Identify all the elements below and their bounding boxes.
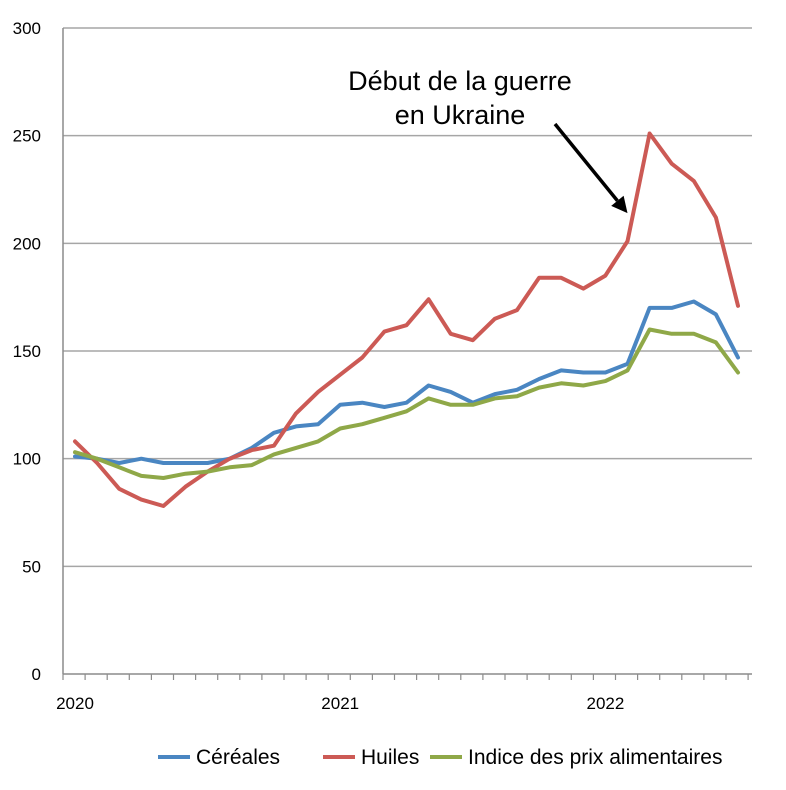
annotation-line-1: Début de la guerre xyxy=(348,66,572,96)
x-tick-label: 2021 xyxy=(321,694,359,713)
y-tick-label: 200 xyxy=(13,234,41,253)
annotation-arrow-head xyxy=(611,195,628,214)
x-tick-label: 2022 xyxy=(586,694,624,713)
y-tick-label: 250 xyxy=(13,127,41,146)
annotation: Début de la guerre en Ukraine xyxy=(348,66,628,214)
grid-lines xyxy=(63,27,752,568)
series-line-3 xyxy=(73,327,740,480)
series-lines xyxy=(73,131,740,508)
series-line-1 xyxy=(73,299,740,465)
annotation-line-2: en Ukraine xyxy=(395,100,526,130)
x-axis-tick-labels: 2020 2021 2022 xyxy=(56,694,624,713)
legend-label-1: Céréales xyxy=(196,746,280,769)
axes xyxy=(62,28,752,680)
y-tick-label: 300 xyxy=(13,19,41,38)
y-tick-label: 150 xyxy=(13,342,41,361)
legend-label-3: Indice des prix alimentaires xyxy=(468,746,722,769)
y-tick-label: 100 xyxy=(13,450,41,469)
y-tick-label: 50 xyxy=(22,557,41,576)
y-axis-tick-labels: 0 50 100 150 200 250 300 xyxy=(13,19,41,684)
y-tick-label: 0 xyxy=(32,665,41,684)
annotation-arrow-shaft xyxy=(553,122,619,202)
legend-label-2: Huiles xyxy=(361,746,419,769)
series-line-2 xyxy=(73,131,740,508)
legend: Céréales Huiles Indice des prix alimentair… xyxy=(158,746,722,769)
x-tick-label: 2020 xyxy=(56,694,94,713)
